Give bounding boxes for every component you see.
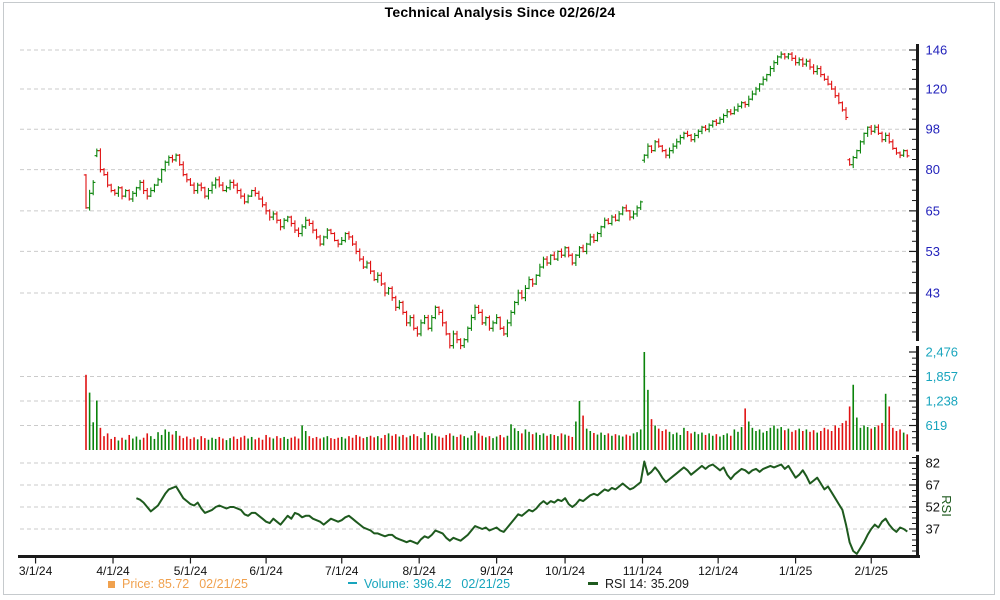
legend-price-date: 02/21/25 bbox=[199, 577, 248, 591]
rsi-axis-labels: 82 67 52 37 bbox=[926, 456, 940, 537]
svg-text:2,476: 2,476 bbox=[926, 345, 959, 360]
svg-text:3/1/24: 3/1/24 bbox=[19, 564, 53, 578]
svg-text:4/1/24: 4/1/24 bbox=[96, 564, 130, 578]
legend-price-value: 85.72 bbox=[157, 577, 190, 591]
svg-text:5/1/24: 5/1/24 bbox=[174, 564, 208, 578]
price-marker-icon bbox=[108, 581, 115, 589]
svg-text:146: 146 bbox=[926, 43, 948, 58]
rsi-axis-title: RSI bbox=[939, 495, 954, 517]
svg-text:1,238: 1,238 bbox=[926, 394, 959, 409]
page-border-frame bbox=[3, 2, 995, 595]
legend-volume-label: Volume: bbox=[364, 577, 410, 591]
svg-text:6/1/24: 6/1/24 bbox=[249, 564, 283, 578]
svg-text:53: 53 bbox=[926, 244, 940, 259]
legend-rsi-label: RSI 14: bbox=[605, 577, 647, 591]
volume-series bbox=[85, 352, 909, 450]
legend-volume-value: 396.42 bbox=[413, 577, 452, 591]
svg-text:43: 43 bbox=[926, 286, 940, 301]
legend-price-item: Price: 85.72 02/21/25 bbox=[108, 577, 248, 591]
gridlines bbox=[20, 49, 916, 530]
svg-text:RSI: RSI bbox=[939, 495, 954, 517]
legend-rsi-item: RSI 14: 35.209 bbox=[588, 577, 689, 591]
svg-text:52: 52 bbox=[926, 500, 940, 515]
legend-volume-item: Volume: 396.42 02/21/25 bbox=[348, 577, 510, 591]
svg-text:7/1/24: 7/1/24 bbox=[325, 564, 359, 578]
volume-axis-labels: 2,476 1,857 1,238 619 bbox=[926, 345, 959, 434]
svg-text:80: 80 bbox=[926, 162, 940, 177]
svg-text:619: 619 bbox=[926, 418, 948, 433]
svg-text:1,857: 1,857 bbox=[926, 369, 959, 384]
svg-text:10/1/24: 10/1/24 bbox=[545, 564, 585, 578]
svg-text:9/1/24: 9/1/24 bbox=[480, 564, 514, 578]
legend-price-label: Price: bbox=[122, 577, 154, 591]
price-ohlc-series bbox=[83, 51, 910, 350]
axes bbox=[18, 44, 920, 558]
svg-text:11/1/24: 11/1/24 bbox=[623, 564, 662, 578]
legend-rsi-value: 35.209 bbox=[650, 577, 689, 591]
axis-ticks bbox=[909, 49, 916, 552]
svg-text:82: 82 bbox=[926, 456, 940, 471]
volume-marker-icon bbox=[348, 582, 357, 585]
svg-text:1/1/25: 1/1/25 bbox=[779, 564, 813, 578]
svg-text:8/1/24: 8/1/24 bbox=[402, 564, 436, 578]
rsi-marker-icon bbox=[588, 581, 598, 585]
x-axis-labels: 3/1/24 4/1/24 5/1/24 6/1/24 7/1/24 8/1/24 9/1/… bbox=[19, 558, 888, 578]
svg-text:120: 120 bbox=[926, 81, 948, 96]
svg-text:65: 65 bbox=[926, 203, 940, 218]
svg-text:98: 98 bbox=[926, 122, 940, 137]
rsi-line-series bbox=[136, 460, 908, 555]
legend-volume-date: 02/21/25 bbox=[461, 577, 511, 591]
svg-text:67: 67 bbox=[926, 478, 940, 493]
price-axis-labels: 146 120 98 80 65 53 43 bbox=[926, 43, 948, 301]
svg-text:37: 37 bbox=[926, 522, 940, 537]
svg-text:12/1/24: 12/1/24 bbox=[698, 564, 738, 578]
chart-title: Technical Analysis Since 02/26/24 bbox=[384, 4, 616, 20]
svg-text:2/1/25: 2/1/25 bbox=[855, 564, 889, 578]
